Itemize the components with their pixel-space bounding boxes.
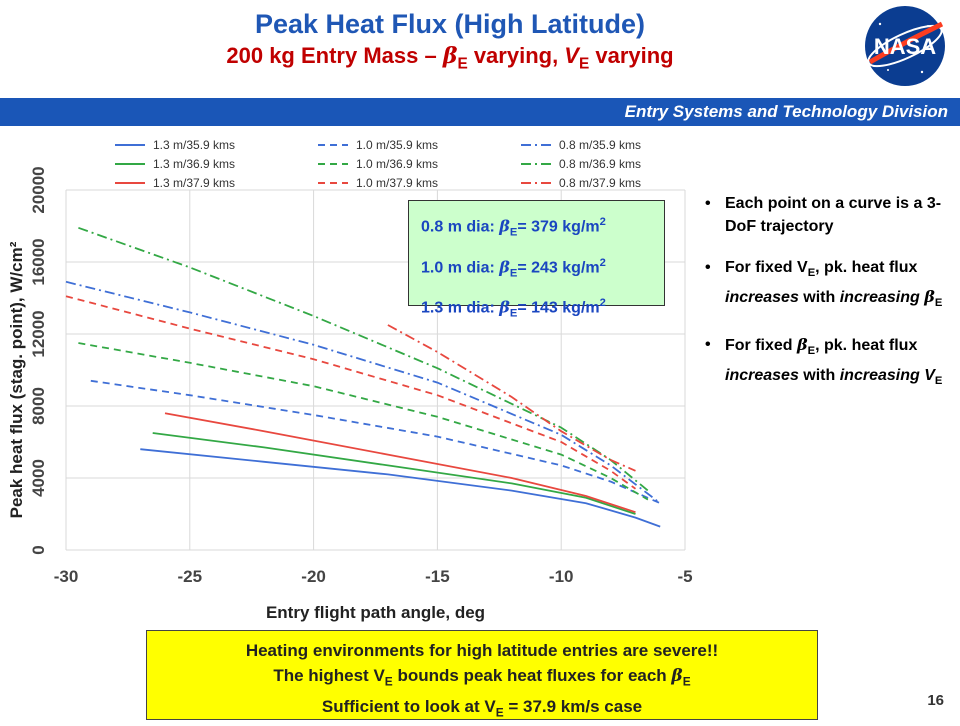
beta-symbol: β: [499, 297, 510, 317]
legend-label: 1.3 m/35.9 kms: [153, 137, 236, 152]
legend-label: 1.3 m/37.9 kms: [153, 175, 236, 190]
svg-text:NASA: NASA: [874, 34, 936, 59]
legend-entry: 1.0 m/35.9 kms: [318, 135, 438, 154]
y-tick-label: 20000: [29, 166, 48, 213]
page-number: 16: [927, 692, 944, 709]
legend-label: 1.0 m/37.9 kms: [356, 175, 439, 190]
series-line-6: [65, 280, 661, 504]
bullet-text: For fixed βE, pk. heat flux increases wi…: [725, 335, 943, 387]
legend-label: 0.8 m/36.9 kms: [559, 156, 642, 171]
subtitle-prefix: 200 kg Entry Mass –: [226, 43, 443, 68]
series-line-3: [90, 379, 661, 505]
x-tick-label: -15: [425, 567, 450, 586]
bullet-dot: •: [705, 259, 711, 276]
callout-line-1: Heating environments for high latitude e…: [245, 641, 719, 660]
legend-entry: 1.0 m/36.9 kms: [318, 154, 438, 173]
slide-subtitle: 200 kg Entry Mass – βE varying, VE varyi…: [150, 42, 750, 78]
y-tick-label: 4000: [29, 459, 48, 497]
legend-entry: 1.3 m/35.9 kms: [115, 135, 235, 154]
x-tick-label: -30: [54, 567, 79, 586]
division-banner: Entry Systems and Technology Division: [0, 98, 960, 126]
legend-entry: 1.3 m/37.9 kms: [115, 173, 235, 192]
heat-flux-chart: 0 4000 8000 12000 16000 20000 -30 -25 -20 -15 -10 -…: [7, 166, 693, 622]
bullet-item: • For fixed βE, pk. heat flux increases …: [705, 333, 950, 392]
conclusion-callout: Heating environments for high latitude e…: [146, 630, 818, 720]
callout-line-3: Sufficient to look at VE = 37.9 km/s cas…: [321, 697, 643, 720]
legend-entry: 0.8 m/36.9 kms: [521, 154, 641, 173]
y-tick-label: 0: [29, 545, 48, 554]
bullet-text: For fixed VE, pk. heat flux increases wi…: [725, 259, 943, 310]
x-tick-label: -5: [677, 567, 692, 586]
legend-swatch: [521, 143, 551, 146]
legend-swatch: [318, 162, 348, 165]
subtitle-beta-sub: E: [457, 55, 468, 73]
series-line-5: [65, 295, 637, 490]
legend-column: 1.0 m/35.9 kms 1.0 m/36.9 kms 1.0 m/37.9 k…: [318, 135, 438, 191]
bullet-list: • Each point on a curve is a 3-DoF traje…: [705, 192, 950, 411]
series-line-8: [387, 324, 636, 472]
x-tick-label: -20: [301, 567, 326, 586]
subtitle-v: V: [564, 43, 579, 68]
dia-line-2: 1.3 m dia: βE= 143 kg/m2: [421, 297, 606, 320]
legend-swatch: [115, 162, 145, 165]
legend-label: 1.0 m/35.9 kms: [356, 137, 439, 152]
subtitle-suffix: varying: [589, 43, 674, 68]
legend-swatch: [115, 143, 145, 146]
slide-title: Peak Heat Flux (High Latitude): [254, 9, 646, 39]
legend-entry: 1.0 m/37.9 kms: [318, 173, 438, 192]
legend-swatch: [521, 162, 551, 165]
y-axis-label: Peak heat flux (stag. point), W/cm²: [7, 241, 26, 518]
subtitle-mid: varying,: [467, 43, 565, 68]
nasa-logo: NASA: [865, 6, 945, 86]
dia-line-0: 0.8 m dia: βE= 379 kg/m2: [421, 216, 606, 239]
legend-entry: 0.8 m/35.9 kms: [521, 135, 641, 154]
legend-label: 1.3 m/36.9 kms: [153, 156, 236, 171]
x-tick-label: -25: [178, 567, 203, 586]
bullet-dot: •: [705, 195, 711, 212]
legend-column: 1.3 m/35.9 kms 1.3 m/36.9 kms 1.3 m/37.9 k…: [115, 135, 235, 191]
legend-entry: 0.8 m/37.9 kms: [521, 173, 641, 192]
legend-swatch: [521, 181, 551, 184]
bullet-item: • For fixed VE, pk. heat flux increases …: [705, 256, 950, 315]
beta-symbol: β: [499, 256, 510, 276]
series-line-2: [164, 412, 636, 514]
legend-entry: 1.3 m/36.9 kms: [115, 154, 235, 173]
x-tick-label: -10: [549, 567, 574, 586]
series-line-0: [140, 448, 661, 528]
x-axis-label: Entry flight path angle, deg: [266, 603, 485, 622]
subtitle-beta: β: [442, 43, 458, 69]
legend-swatch: [318, 181, 348, 184]
banner-text: Entry Systems and Technology Division: [624, 102, 948, 121]
legend-label: 0.8 m/37.9 kms: [559, 175, 642, 190]
beta-symbol: β: [499, 216, 510, 236]
legend-swatch: [318, 143, 348, 146]
y-tick-label: 8000: [29, 387, 48, 425]
series-line-1: [152, 432, 636, 515]
bullet-dot: •: [705, 336, 711, 354]
legend-label: 0.8 m/35.9 kms: [559, 137, 642, 152]
bullet-item: • Each point on a curve is a 3-DoF traje…: [705, 192, 950, 238]
callout-line-2: The highest VE bounds peak heat fluxes f…: [273, 666, 691, 689]
series-line-4: [78, 342, 649, 501]
bullet-text: Each point on a curve is a 3-DoF traject…: [725, 195, 942, 235]
y-tick-label: 16000: [29, 238, 48, 285]
diameter-ballistic-coefficient-box: 0.8 m dia: βE= 379 kg/m2 1.0 m dia: βE= …: [408, 200, 665, 320]
y-tick-label: 12000: [29, 310, 48, 357]
legend-column: 0.8 m/35.9 kms 0.8 m/36.9 kms 0.8 m/37.9 k…: [521, 135, 641, 191]
subtitle-v-sub: E: [578, 55, 590, 73]
legend-swatch: [115, 181, 145, 184]
dia-line-1: 1.0 m dia: βE= 243 kg/m2: [421, 256, 606, 280]
legend-label: 1.0 m/36.9 kms: [356, 156, 439, 171]
